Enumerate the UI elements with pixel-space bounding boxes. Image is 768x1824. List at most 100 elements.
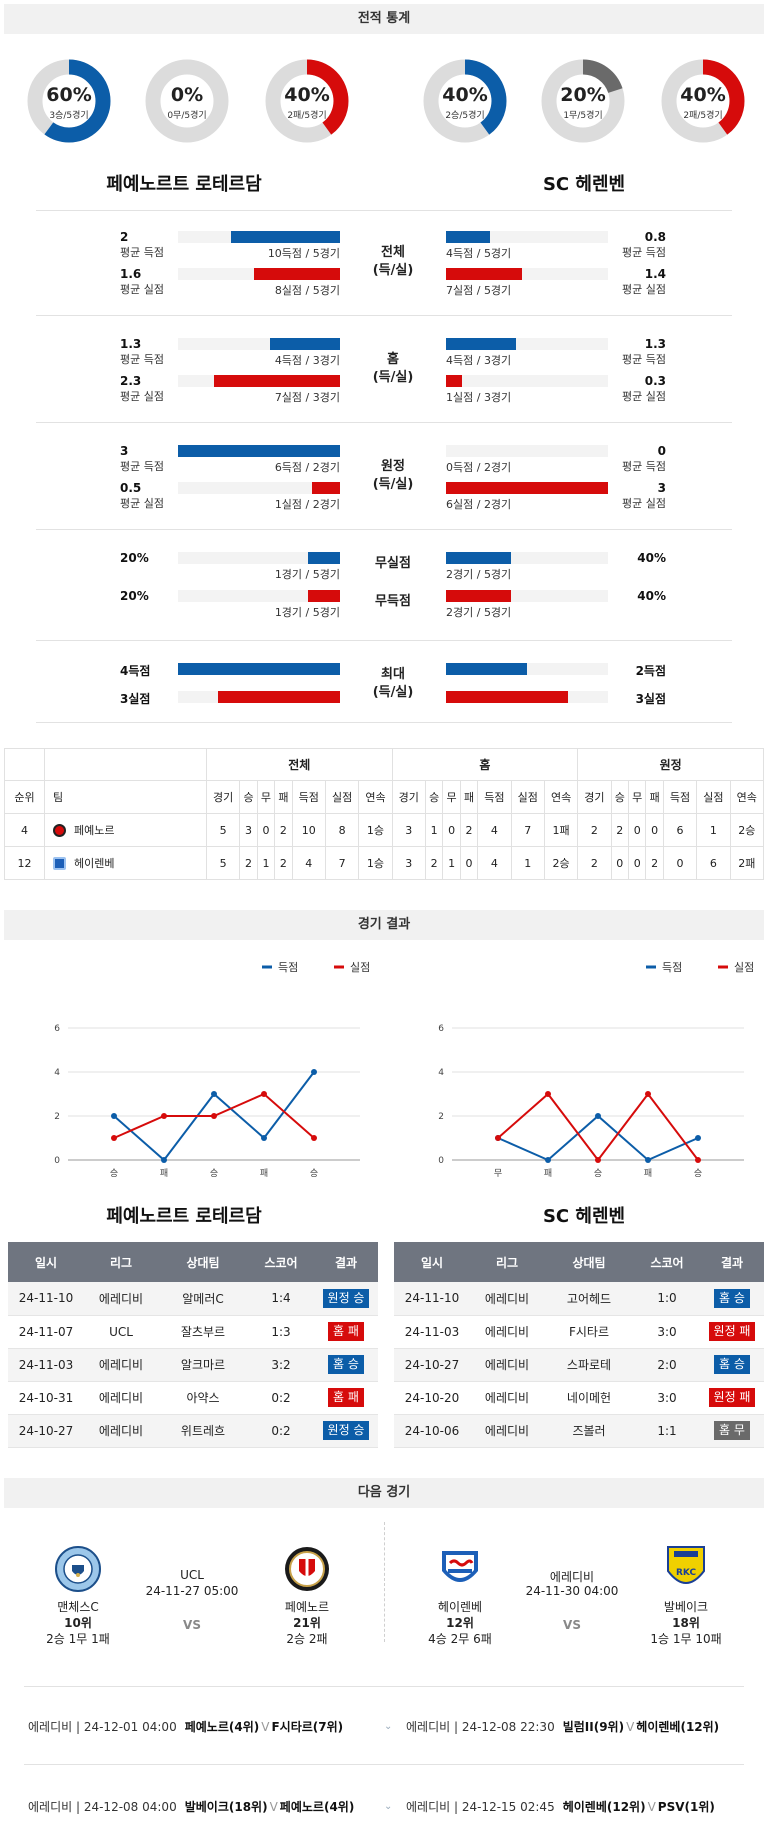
results-row: 24-10-27 에레디비 위트레흐 0:2 원정 승 [8,1414,378,1448]
away-stat-value: 1.4 [644,267,666,281]
donut-percent: 0% [170,84,204,106]
standings-column-header: 연속 [729,780,765,814]
home-stat-value: 2.3 [120,374,142,388]
standings-cell: 1패 [543,813,579,847]
away-stat-value: 0 [657,444,666,458]
standings-cell: 1 [696,813,731,847]
standings-cell: 2 [424,846,444,880]
standings-group-header-row: 전체 홈 원정 [4,748,764,781]
schedule-team-b: 헤이렌베(12위) [636,1720,720,1734]
result-badge: 홈 무 [714,1421,750,1440]
result-cell: 원정 승 [314,1282,378,1316]
next-right-t2-name: 발베이크 [663,1600,709,1614]
away-stat-label: 평균 득점 [622,353,666,366]
results-header: 일시 [394,1242,470,1282]
home-bar-label: 6득점 / 2경기 [274,461,340,474]
goals-point [211,1091,217,1097]
y-tick-label: 0 [54,1156,60,1166]
result-cell: 홈 승 [700,1282,764,1316]
conceded-point [645,1091,651,1097]
feyenoord-logo-icon [53,823,66,837]
standings-team: 페예노르 [44,813,207,847]
donut-percent: 40% [442,84,488,106]
next-right-vs: VS [563,1618,581,1632]
home-stat-value: 3실점 [120,692,151,706]
legend-label: 득점 [662,961,682,974]
home-team-title: 페예노르트 로테르담 [106,174,262,195]
result-cell: 홈 패 [314,1315,378,1349]
standings-cell: 2 [239,846,258,880]
standings-cell: 0 [645,813,664,847]
schedule-v: V [269,1800,278,1814]
conceded-point [545,1091,551,1097]
donut-record: 2승/5경기 [445,111,485,121]
home-stat-bar [308,552,340,564]
home-stat-bar [270,338,340,350]
standings-column-header: 패 [274,780,293,814]
stat-category: 무득점 [375,594,411,609]
away-bar-label: 7실점 / 5경기 [446,284,512,297]
home-bar-label: 1경기 / 5경기 [274,568,340,581]
result-opponent: 스파로테 [544,1348,634,1382]
home-stat-label: 평균 득점 [120,353,164,366]
mancity-logo-icon [55,1546,101,1592]
next-right-league: 에레디비 [549,1570,595,1584]
next-section-title: 다음 경기 [4,1478,764,1508]
results-header-row: 일시 리그 상대팀 스코어 결과 [8,1242,378,1282]
goals-point [311,1069,317,1075]
next-left-t1-record: 2승 1무 1패 [46,1632,110,1646]
standings-cell: 2승 [543,846,579,880]
next-right-t1-record: 4승 2무 6패 [428,1632,492,1646]
legend-label: 실점 [350,961,370,974]
away-bar-label: 2경기 / 5경기 [446,606,512,619]
goals-point [595,1113,601,1119]
next-left-t1-name: 맨체스C [57,1600,99,1614]
away-stat-value: 2득점 [635,664,666,678]
standings-column-header: 경기 [205,780,241,814]
standings-cell: 2 [459,813,479,847]
conceded-point [161,1113,167,1119]
home-bar-label: 1실점 / 2경기 [274,498,340,511]
schedule-item: 에레디비 | 24-12-15 02:45 헤이렌베(12위) V PSV(1위) [406,1798,715,1815]
result-score: 0:2 [248,1381,314,1415]
result-league: 에레디비 [470,1414,544,1448]
away-stat-bar [446,231,490,243]
home-stat-bar [308,590,340,602]
standings-cell: 0 [459,846,479,880]
donut-ring [541,59,625,143]
home-stat-label: 평균 실점 [120,497,164,510]
away-bar-label: 6실점 / 2경기 [446,498,512,511]
result-score: 1:0 [634,1282,700,1316]
home-stat-label: 평균 득점 [120,246,164,259]
goals-point [261,1135,267,1141]
standings-cell: 0 [628,813,647,847]
result-badge: 홈 승 [714,1355,750,1374]
away-stat-value: 40% [637,551,666,565]
result-badge: 원정 패 [708,1322,756,1341]
home-stat-bar [231,231,340,243]
results-row: 24-10-20 에레디비 네이메헌 3:0 원정 패 [394,1381,764,1415]
results-row: 24-11-10 에레디비 알메러C 1:4 원정 승 [8,1282,378,1316]
results-header: 결과 [700,1242,764,1282]
away-stat-bar [446,482,608,494]
standings-cell: 2 [274,813,293,847]
standings-cell: 5 [205,813,241,847]
goals-point [111,1113,117,1119]
away-bar-label: 1실점 / 3경기 [446,391,512,404]
donut-fill [423,59,507,143]
standings-team-name: 페예노르 [74,824,115,837]
standings-cell: 1 [510,846,545,880]
result-badge: 원정 승 [322,1421,370,1440]
away-stat-bar [446,590,511,602]
away-bar-track [446,375,608,387]
goals-point [545,1157,551,1163]
home-bar-track [178,482,340,494]
standings-group-header: 전체 [206,748,393,781]
standings-cell: 6 [662,813,698,847]
result-badge: 홈 승 [328,1355,364,1374]
donut-record: 2패/5경기 [683,111,723,121]
standings-column-header: 팀 [44,780,207,814]
standings-cell: 2승 [729,813,765,847]
home-bar-label: 4득점 / 3경기 [274,354,340,367]
away-stat-value: 3실점 [635,692,666,706]
